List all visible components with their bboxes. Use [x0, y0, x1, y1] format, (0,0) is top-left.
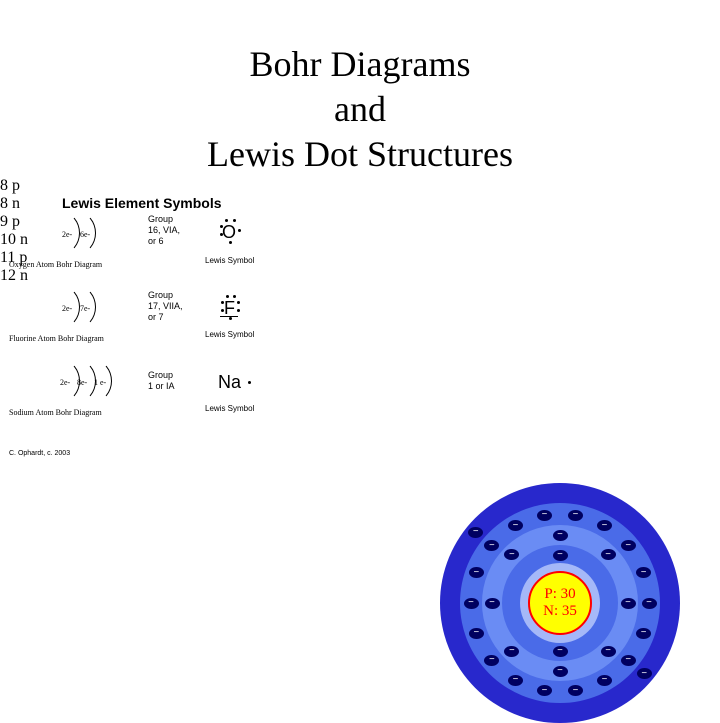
electron: − [553, 666, 568, 677]
shell-count-label: 2e- [62, 304, 72, 313]
lewis-dot [229, 241, 232, 244]
mini-nucleus: 9 p10 n [0, 213, 720, 249]
electron: − [621, 655, 636, 666]
copyright-text: C. Ophardt, c. 2003 [9, 450, 70, 457]
lewis-dot [221, 301, 224, 304]
lewis-dot [238, 229, 241, 232]
electron: − [464, 598, 479, 609]
title-line-1: Bohr Diagrams [0, 42, 720, 87]
electron: − [637, 668, 652, 679]
electron: − [553, 530, 568, 541]
shell-count-label: 8e- [77, 378, 87, 387]
lewis-dot [233, 295, 236, 298]
shell-count-label: 2e- [60, 378, 70, 387]
shell-count-label: 1 e- [94, 378, 106, 387]
group-label-2: Group1 or IA [148, 370, 175, 392]
shell-count-label: 6e- [80, 230, 90, 239]
group-label-1: Group17, VIIA,or 7 [148, 290, 183, 322]
electron: − [642, 598, 657, 609]
lewis-dot [221, 309, 224, 312]
lewis-dot [237, 301, 240, 304]
lewis-dot [225, 219, 228, 222]
electron: − [621, 598, 636, 609]
lewis-element-O: O [222, 222, 236, 243]
lewis-caption: Lewis Symbol [205, 330, 254, 339]
lewis-dot [233, 219, 236, 222]
mini-bohr-diagrams: 8 p8 n2e-6e-Oxygen Atom Bohr Diagram9 p1… [0, 177, 720, 285]
mini-bohr-caption: Sodium Atom Bohr Diagram [9, 408, 102, 417]
electron: − [485, 598, 500, 609]
title-line-2: and [0, 87, 720, 132]
electron: − [508, 675, 523, 686]
lewis-caption: Lewis Symbol [205, 256, 254, 265]
mini-bohr-caption: Oxygen Atom Bohr Diagram [9, 260, 102, 269]
lewis-element-Na: Na [218, 372, 241, 393]
lewis-dot [226, 295, 229, 298]
mini-bohr-caption: Fluorine Atom Bohr Diagram [9, 334, 104, 343]
electron: − [504, 646, 519, 657]
lewis-caption: Lewis Symbol [205, 404, 254, 413]
electron: − [468, 527, 483, 538]
electron: − [597, 675, 612, 686]
electron: − [568, 510, 583, 521]
lewis-dot [220, 233, 223, 236]
shell-count-label: 7e- [80, 304, 90, 313]
mini-nucleus: 11 p12 n [0, 249, 720, 285]
proton-count: P: 30 [544, 586, 575, 603]
electron: − [636, 628, 651, 639]
bohr-nucleus: P: 30N: 35 [528, 571, 592, 635]
lewis-header: Lewis Element Symbols [62, 195, 222, 211]
lewis-underline [220, 316, 238, 317]
electron: − [601, 646, 616, 657]
lewis-dot [229, 317, 232, 320]
lewis-dot [237, 309, 240, 312]
shell-count-label: 2e- [62, 230, 72, 239]
electron: − [553, 646, 568, 657]
electron: − [469, 628, 484, 639]
lewis-dot [248, 381, 251, 384]
electron: − [621, 540, 636, 551]
group-label-0: Group16, VIA,or 6 [148, 214, 180, 246]
electron: − [537, 510, 552, 521]
neutron-count: N: 35 [543, 603, 577, 620]
electron: − [553, 550, 568, 561]
title-line-3: Lewis Dot Structures [0, 132, 720, 177]
slide-title: Bohr Diagrams and Lewis Dot Structures [0, 0, 720, 177]
lewis-dot [220, 225, 223, 228]
electron: − [469, 567, 484, 578]
electron: − [484, 655, 499, 666]
